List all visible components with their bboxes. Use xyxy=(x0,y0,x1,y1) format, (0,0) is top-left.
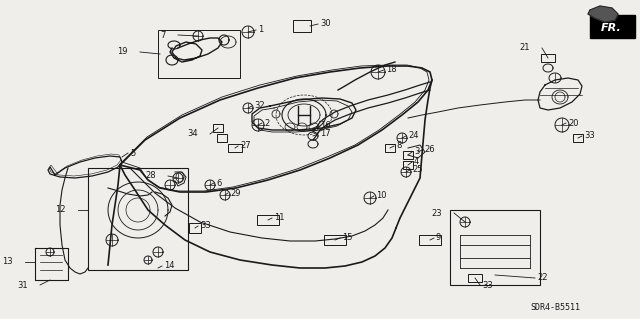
Text: 7: 7 xyxy=(161,31,166,40)
Text: 27: 27 xyxy=(240,142,251,151)
Text: 13: 13 xyxy=(3,257,13,266)
Polygon shape xyxy=(588,6,618,22)
Text: 14: 14 xyxy=(164,262,175,271)
Text: 6: 6 xyxy=(216,179,221,188)
Text: 34: 34 xyxy=(188,130,198,138)
Text: 17: 17 xyxy=(320,130,331,138)
Text: 10: 10 xyxy=(376,191,387,201)
Text: 25: 25 xyxy=(412,166,422,174)
Text: 21: 21 xyxy=(520,43,530,53)
Text: 29: 29 xyxy=(230,189,241,197)
Text: 32: 32 xyxy=(254,101,264,110)
Text: 1: 1 xyxy=(258,26,263,34)
Text: FR.: FR. xyxy=(600,23,621,33)
Text: 18: 18 xyxy=(386,65,397,75)
Polygon shape xyxy=(590,15,635,38)
Text: 24: 24 xyxy=(408,131,419,140)
Text: 9: 9 xyxy=(436,234,441,242)
Text: 22: 22 xyxy=(537,273,547,283)
Text: 19: 19 xyxy=(118,48,128,56)
Text: 31: 31 xyxy=(17,280,28,290)
Text: 2: 2 xyxy=(264,118,269,128)
Text: 4: 4 xyxy=(414,158,419,167)
Text: 8: 8 xyxy=(396,142,401,151)
Text: 3: 3 xyxy=(414,147,419,157)
Text: 5: 5 xyxy=(130,149,135,158)
Text: 12: 12 xyxy=(56,205,66,214)
Text: 30: 30 xyxy=(320,19,331,28)
Text: 33: 33 xyxy=(482,280,493,290)
Text: 16: 16 xyxy=(320,122,331,130)
Text: 15: 15 xyxy=(342,234,353,242)
Text: 20: 20 xyxy=(568,118,579,128)
Text: SDR4-B5511: SDR4-B5511 xyxy=(530,303,580,313)
Text: 28: 28 xyxy=(145,172,156,181)
Text: 23: 23 xyxy=(431,209,442,218)
Text: 33: 33 xyxy=(200,221,211,231)
Text: 11: 11 xyxy=(274,213,285,222)
Text: 33: 33 xyxy=(584,131,595,140)
Text: 26: 26 xyxy=(424,145,435,154)
